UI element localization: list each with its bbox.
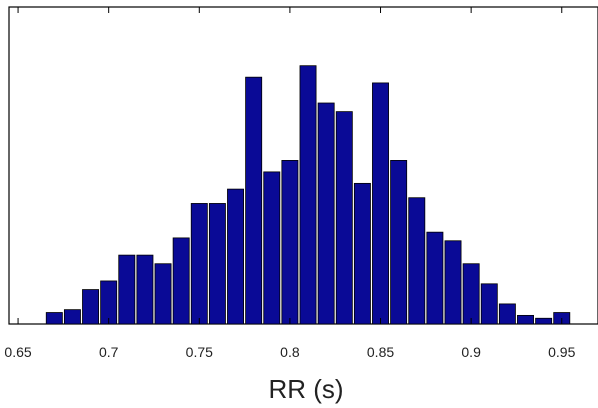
histogram-bar (136, 254, 154, 325)
histogram-bar (317, 102, 335, 325)
histogram-bar (263, 171, 281, 325)
histogram-bar (82, 289, 100, 325)
x-tick-label: 0.75 (186, 344, 213, 360)
x-tick-label: 0.8 (280, 344, 300, 360)
histogram-bar (462, 263, 480, 325)
histogram-bar (408, 197, 426, 325)
histogram-bar (517, 314, 534, 325)
histogram-bar (281, 160, 299, 325)
histogram-bar (498, 303, 516, 325)
x-tick-label: 0.9 (461, 344, 481, 360)
histogram-bar (227, 188, 244, 325)
x-tick-label: 0.85 (367, 344, 394, 360)
histogram-bar (353, 182, 371, 325)
histogram-bar (172, 237, 190, 325)
histogram-bar (118, 254, 136, 325)
histogram-bar (208, 203, 226, 325)
histogram-bar (154, 263, 172, 325)
histogram-bar (190, 203, 208, 325)
histogram-bar (299, 65, 317, 325)
x-tick-label: 0.7 (99, 344, 119, 360)
bars-group (45, 65, 571, 325)
histogram-bar (535, 317, 553, 325)
histogram-bar (480, 283, 498, 325)
x-tick-label: 0.65 (4, 344, 31, 360)
histogram-bar (335, 111, 353, 325)
x-axis-title: RR (s) (268, 374, 343, 404)
histogram-bar (63, 309, 81, 325)
histogram-bar (390, 160, 408, 325)
histogram-bar (444, 240, 462, 325)
histogram-bar (100, 280, 118, 325)
histogram-bar (426, 231, 444, 325)
histogram-bar (45, 312, 63, 325)
histogram-bar (372, 82, 389, 325)
x-tick-label: 0.95 (548, 344, 575, 360)
x-ticks-group: 0.65 0.7 0.75 0.8 0.85 0.9 0.95 (4, 7, 576, 360)
histogram-bar (245, 76, 263, 325)
